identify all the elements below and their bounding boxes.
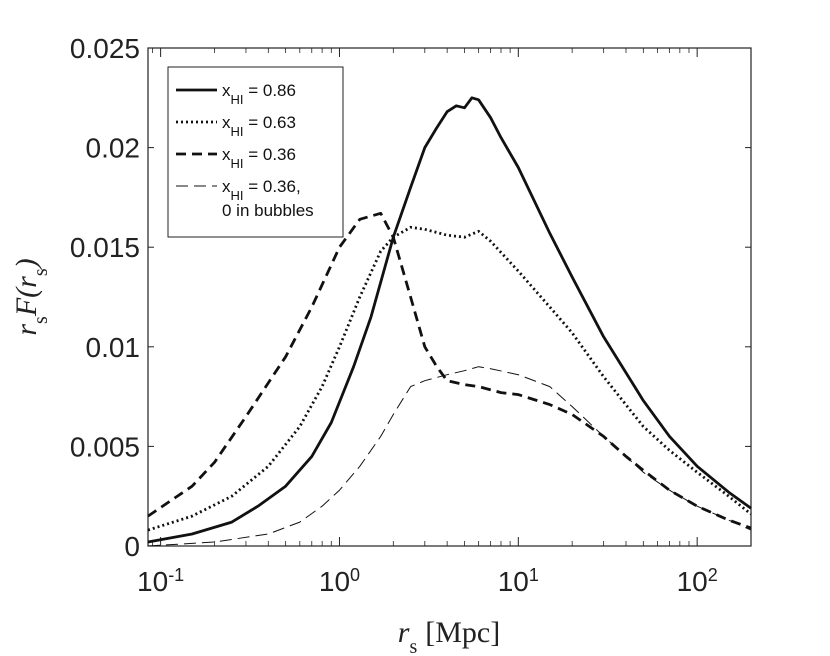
legend-box xyxy=(167,66,344,238)
series-line-3 xyxy=(147,211,752,530)
series-line-4 xyxy=(147,366,752,547)
legend-label: xHI = 0.36, xyxy=(222,177,301,203)
legend: xHI = 0.86 xHI = 0.63 xHI = 0.36 xHI = 0.36… xyxy=(167,66,344,238)
legend-label: xHI = 0.86 xyxy=(222,81,296,107)
y-tick-label: 0.01 xyxy=(86,332,141,363)
x-tick-label: 10-1 xyxy=(137,565,184,597)
y-tick-label: 0.015 xyxy=(70,232,140,263)
y-axis-label: rsF(rs) xyxy=(10,258,52,335)
legend-label-line2: 0 in bubbles xyxy=(222,201,314,220)
y-tick-label: 0 xyxy=(124,531,140,562)
legend-label: xHI = 0.63 xyxy=(222,113,296,139)
legend-entries: xHI = 0.86 xHI = 0.63 xHI = 0.36 xHI = 0.36… xyxy=(176,81,314,220)
x-tick-label: 101 xyxy=(498,565,539,597)
series-layer xyxy=(147,96,752,547)
y-tick-label: 0.025 xyxy=(70,33,140,64)
legend-label: xHI = 0.36 xyxy=(222,145,296,171)
y-tick-label: 0.02 xyxy=(86,133,141,164)
x-tick-label: 102 xyxy=(677,565,718,597)
x-tick-label: 100 xyxy=(319,565,360,597)
y-tick-label: 0.005 xyxy=(70,431,140,462)
x-axis-label: rs [Mpc] xyxy=(398,616,500,656)
axis-ticks: 0 0.005 0.01 0.015 0.02 0.025 10-1 100 101 102 xyxy=(70,33,752,597)
series-line-2 xyxy=(147,225,752,532)
series-line-1 xyxy=(147,96,752,544)
